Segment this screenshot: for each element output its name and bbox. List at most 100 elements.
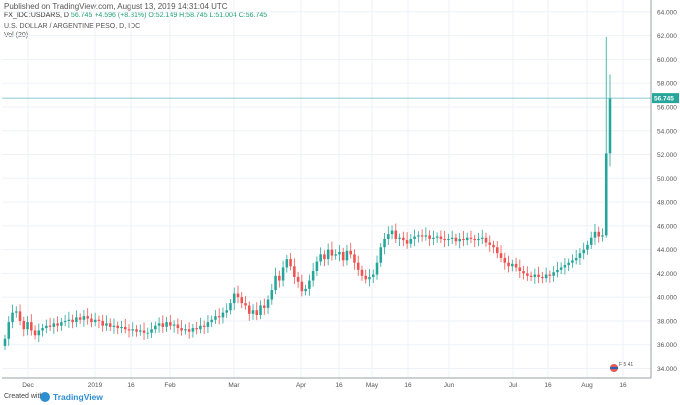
candle-body (150, 329, 153, 333)
candle-body (552, 272, 555, 276)
candle-body (424, 235, 428, 237)
candle-body (206, 322, 210, 327)
y-tick-label: 44.000 (657, 247, 677, 254)
candle-body (326, 249, 330, 260)
candle-body (293, 266, 296, 277)
x-tick-label: 16 (619, 382, 627, 389)
candle-body (240, 297, 244, 304)
candle-body (82, 316, 86, 320)
y-tick-label: 38.000 (657, 318, 677, 325)
candle-body (349, 250, 352, 255)
candle-body (60, 322, 63, 326)
price-chart[interactable]: 64.000 62.000 60.000 58.000 56.000 54.000 52.0… (0, 0, 680, 392)
symbol-name[interactable]: FX_IDC:USDARS, D (4, 12, 69, 19)
candle-body (604, 153, 608, 236)
candle-body (221, 312, 225, 318)
candle-body (409, 238, 413, 244)
candle-body (247, 305, 251, 314)
last-price-tag (652, 93, 679, 104)
candle-body (75, 317, 78, 323)
candle-body (582, 249, 585, 254)
candle-body (311, 271, 315, 281)
candle-body (142, 330, 146, 333)
candle-body (131, 329, 135, 331)
candle-body (270, 290, 274, 300)
candle-body (507, 262, 510, 267)
candle-body (439, 236, 443, 239)
candle-body (578, 253, 582, 258)
candle-body (597, 231, 601, 237)
candle-body (601, 235, 604, 237)
y-tick-label: 64.000 (657, 9, 677, 16)
candle-body (266, 299, 270, 308)
candle-body (108, 323, 112, 327)
candle-body (492, 244, 495, 248)
candle-body (71, 319, 74, 323)
candle-body (184, 329, 187, 331)
candle-body (45, 325, 48, 329)
candle-body (187, 329, 191, 332)
candle-body (259, 305, 262, 315)
tradingview-brand[interactable]: TradingView (53, 392, 103, 402)
candle-body (443, 238, 446, 241)
candle-body (589, 237, 593, 245)
candle-body (518, 267, 522, 272)
x-tick-label: Feb (164, 382, 176, 389)
candle-body (334, 254, 337, 256)
candle-body (90, 318, 93, 323)
high-value: H:58.745 (179, 12, 208, 19)
candle-body (116, 325, 120, 329)
close-value: C:56.745 (238, 12, 268, 19)
y-tick-label: 54.000 (657, 128, 677, 135)
candle-body (48, 325, 52, 327)
candle-body (469, 237, 473, 239)
candle-body (402, 237, 405, 241)
flag-stripe (610, 367, 618, 369)
candle-body (353, 254, 356, 263)
candle-body (571, 260, 574, 263)
candle-body (480, 237, 484, 239)
x-tick-label: Dec (22, 382, 34, 389)
x-tick-label: 16 (544, 382, 552, 389)
candle-body (544, 274, 548, 279)
candle-body (180, 328, 183, 331)
last-price-label: 56.745 (654, 96, 674, 103)
candle-body (236, 293, 240, 298)
candle-body (371, 274, 375, 277)
candle-body (390, 230, 394, 235)
candle-body (169, 322, 172, 326)
candle-body (304, 288, 307, 292)
candle-body (244, 303, 247, 306)
candle-body (484, 237, 488, 243)
candle-body (285, 259, 289, 268)
candle-body (146, 332, 150, 334)
candle-body (33, 330, 37, 336)
candle-body (217, 316, 221, 318)
candle-body (420, 235, 424, 237)
candle-body (165, 322, 168, 327)
candle-body (161, 323, 165, 327)
x-tick-label: 16 (404, 382, 412, 389)
candle-body (465, 237, 469, 241)
candle-body (135, 329, 138, 332)
candle-body (176, 324, 180, 329)
candle-body (123, 326, 127, 330)
candle-body (296, 276, 300, 282)
candle-body (191, 328, 195, 332)
candle-body (394, 230, 398, 239)
candle-body (97, 319, 101, 321)
candle-body (458, 238, 461, 242)
y-tick-label: 50.000 (657, 176, 677, 183)
tradingview-logo-icon[interactable] (40, 392, 50, 402)
candle-body (435, 236, 439, 238)
candle-body (563, 265, 567, 268)
candle-body (593, 231, 597, 238)
candle-body (356, 262, 360, 270)
candle-body (278, 275, 281, 281)
candle-body (360, 269, 364, 276)
candle-body (37, 330, 41, 336)
last-value: 56.745 (70, 12, 93, 19)
candle-body (405, 240, 409, 244)
candle-body (199, 325, 202, 330)
candle-body (330, 249, 334, 256)
